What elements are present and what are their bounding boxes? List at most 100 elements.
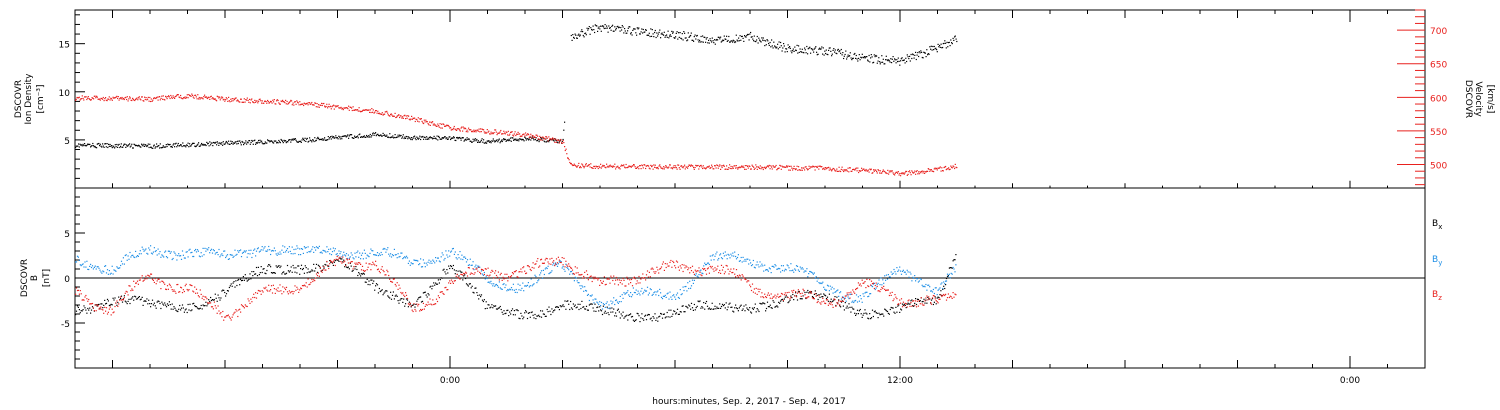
top-data-point bbox=[479, 131, 481, 133]
top-data-point bbox=[243, 142, 245, 144]
bottom-data-point bbox=[674, 296, 676, 298]
bottom-data-point bbox=[511, 289, 514, 291]
bottom-data-point bbox=[642, 273, 644, 275]
top-data-point bbox=[300, 141, 302, 143]
top-data-point bbox=[662, 33, 664, 36]
bottom-data-point bbox=[783, 270, 785, 272]
bottom-data-point bbox=[283, 251, 285, 253]
top-data-point bbox=[915, 171, 917, 173]
top-data-point bbox=[309, 139, 311, 141]
bottom-data-point bbox=[691, 307, 694, 309]
bottom-data-point bbox=[184, 309, 186, 311]
bottom-data-point bbox=[339, 257, 341, 259]
top-data-point bbox=[137, 99, 139, 101]
bottom-data-point bbox=[833, 299, 835, 301]
bottom-data-point bbox=[665, 296, 667, 298]
top-data-point bbox=[205, 144, 207, 147]
top-data-point bbox=[162, 98, 164, 100]
top-data-point bbox=[370, 136, 372, 138]
top-data-point bbox=[265, 142, 267, 144]
bottom-data-point bbox=[691, 265, 694, 267]
bottom-data-point bbox=[279, 266, 281, 269]
bottom-data-point bbox=[377, 292, 379, 294]
bottom-data-point bbox=[540, 272, 542, 274]
bottom-data-point bbox=[676, 292, 679, 294]
bottom-data-point bbox=[653, 292, 655, 294]
bottom-data-point bbox=[817, 278, 819, 280]
top-data-point bbox=[397, 114, 399, 117]
bottom-data-point bbox=[270, 289, 272, 291]
bottom-data-point bbox=[451, 267, 454, 270]
top-data-point bbox=[714, 43, 716, 45]
top-data-point bbox=[794, 46, 796, 48]
top-data-point bbox=[867, 60, 869, 62]
bottom-data-point bbox=[495, 284, 497, 286]
top-data-point bbox=[333, 137, 335, 139]
bottom-data-point bbox=[715, 253, 717, 255]
bottom-data-point bbox=[522, 318, 524, 320]
top-data-point bbox=[404, 114, 406, 116]
bottom-data-point bbox=[338, 260, 340, 262]
bottom-data-point bbox=[108, 270, 110, 272]
bottom-data-point bbox=[295, 289, 297, 291]
top-data-point bbox=[814, 169, 816, 171]
top-data-point bbox=[561, 142, 563, 144]
top-data-point bbox=[907, 173, 909, 175]
bottom-data-point bbox=[950, 272, 952, 274]
bottom-data-point bbox=[860, 313, 862, 315]
bottom-data-point bbox=[184, 257, 186, 259]
top-data-point bbox=[559, 139, 561, 141]
bottom-data-point bbox=[620, 301, 622, 303]
bottom-data-point bbox=[736, 256, 739, 259]
bottom-data-point bbox=[245, 250, 247, 252]
bottom-data-point bbox=[932, 288, 934, 291]
top-data-point bbox=[939, 167, 941, 169]
top-data-point bbox=[171, 145, 173, 148]
top-data-point bbox=[427, 123, 429, 125]
top-data-point bbox=[670, 167, 672, 169]
top-data-point bbox=[387, 114, 389, 116]
bottom-data-point bbox=[894, 312, 896, 314]
bottom-data-point bbox=[667, 316, 669, 318]
top-data-point bbox=[873, 169, 875, 171]
top-left-ylabel-line2: Ion Density bbox=[24, 73, 34, 125]
top-data-point bbox=[771, 45, 773, 47]
bottom-data-point bbox=[404, 256, 406, 258]
bottom-data-point bbox=[469, 283, 471, 285]
bottom-data-point bbox=[869, 293, 871, 295]
bottom-data-point bbox=[360, 258, 362, 260]
bottom-data-point bbox=[185, 308, 187, 310]
top-data-point bbox=[151, 147, 153, 149]
top-data-point bbox=[119, 146, 121, 149]
top-data-point bbox=[780, 41, 782, 44]
bottom-data-point bbox=[108, 304, 110, 307]
top-data-point bbox=[741, 165, 743, 167]
bottom-data-point bbox=[75, 310, 78, 312]
top-data-point bbox=[552, 137, 554, 139]
bottom-data-point bbox=[471, 285, 473, 287]
bottom-data-point bbox=[181, 292, 184, 294]
top-data-point bbox=[420, 138, 422, 141]
bottom-data-point bbox=[668, 265, 670, 267]
bottom-data-point bbox=[572, 303, 574, 305]
bottom-data-point bbox=[489, 307, 491, 309]
bottom-data-point bbox=[461, 254, 463, 256]
top-data-point bbox=[331, 135, 333, 137]
top-data-point bbox=[328, 103, 330, 105]
bottom-data-point bbox=[942, 287, 944, 290]
bottom-data-point bbox=[390, 253, 392, 255]
top-data-point bbox=[816, 166, 818, 169]
top-data-point bbox=[207, 97, 209, 100]
bottom-data-point bbox=[543, 273, 545, 276]
top-data-point bbox=[948, 169, 950, 171]
bottom-data-point bbox=[343, 261, 345, 263]
top-data-point bbox=[140, 99, 142, 101]
bottom-data-point bbox=[870, 293, 872, 295]
top-data-point bbox=[423, 138, 425, 140]
bottom-data-point bbox=[301, 268, 304, 271]
top-data-point bbox=[642, 165, 644, 167]
bottom-data-point bbox=[697, 270, 699, 272]
bottom-data-point bbox=[521, 271, 523, 273]
top-data-point bbox=[426, 121, 428, 123]
bottom-data-point bbox=[76, 305, 79, 307]
